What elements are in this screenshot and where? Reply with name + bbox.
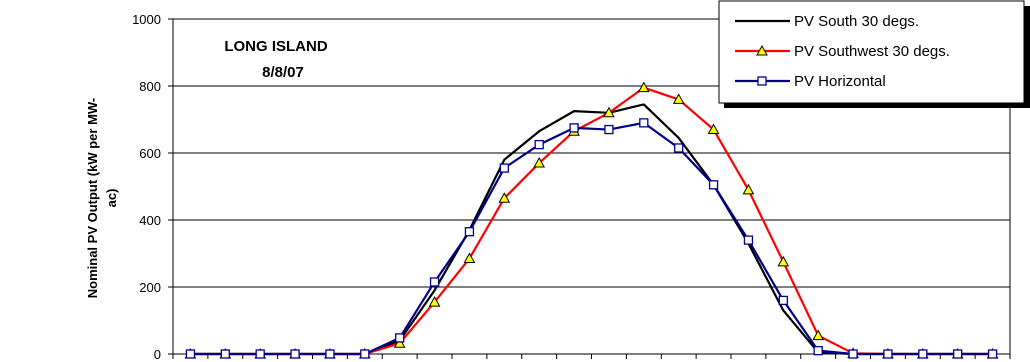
data-point-triangle-6 xyxy=(393,337,406,348)
data-point-square-17 xyxy=(778,295,788,306)
data-point-square-4 xyxy=(325,349,335,359)
data-point-square-10 xyxy=(534,139,544,150)
data-point-square-19 xyxy=(848,349,858,359)
legend-label-1: PV Southwest 30 degs. xyxy=(794,43,950,60)
data-point-square-13 xyxy=(639,118,649,128)
data-point-square-8 xyxy=(464,227,475,237)
y-axis-label-line-1: Nominal PV Output (kW per MW- xyxy=(85,98,100,299)
data-point-square-11 xyxy=(569,123,579,133)
data-point-square-21 xyxy=(918,349,928,359)
legend-item-0: PV South 30 degs. xyxy=(735,13,919,30)
y-tick-label-1000: 1000 xyxy=(132,12,161,27)
data-point-square-20 xyxy=(883,349,893,359)
data-point-triangle-18 xyxy=(812,329,825,341)
y-tick-label-600: 600 xyxy=(139,146,161,161)
data-point-triangle-13 xyxy=(637,81,650,93)
series-layer xyxy=(184,81,999,359)
annotation-location: LONG ISLAND xyxy=(224,38,327,55)
data-point-square-2 xyxy=(255,349,265,359)
data-point-triangle-12 xyxy=(603,106,615,118)
data-point-square-18 xyxy=(813,345,823,356)
y-tick-label-800: 800 xyxy=(139,79,161,94)
data-point-square-legend-2 xyxy=(757,76,767,86)
data-point-triangle-9 xyxy=(498,192,511,203)
data-point-triangle-7 xyxy=(428,296,441,307)
data-point-square-7 xyxy=(429,277,440,287)
data-point-triangle-16 xyxy=(742,183,755,195)
data-point-square-12 xyxy=(604,124,614,135)
data-point-triangle-15 xyxy=(707,123,720,135)
y-tick-label-0: 0 xyxy=(154,347,161,362)
annotation-date: 8/8/07 xyxy=(262,64,304,81)
data-point-triangle-17 xyxy=(777,255,790,267)
legend-label-0: PV South 30 degs. xyxy=(794,13,919,30)
legend: PV South 30 degs. PV Southwest 30 degs. PV… xyxy=(718,0,1030,108)
series-pv-horizontal xyxy=(185,118,998,359)
y-tick-labels: 0 200 400 600 800 1000 xyxy=(132,12,161,362)
y-axis-label-line-2: ac) xyxy=(104,189,119,208)
legend-item-2: PV Horizontal xyxy=(735,73,886,90)
data-point-square-3 xyxy=(290,349,300,359)
data-point-triangle-legend-1 xyxy=(756,44,768,56)
data-point-square-14 xyxy=(674,143,684,153)
data-point-square-1 xyxy=(220,349,230,359)
legend-label-2: PV Horizontal xyxy=(794,73,886,90)
series-line-0 xyxy=(190,103,993,356)
data-point-triangle-10 xyxy=(533,157,546,168)
data-point-square-15 xyxy=(708,180,719,190)
data-point-square-22 xyxy=(953,349,963,359)
data-point-triangle-14 xyxy=(672,93,685,104)
y-tick-label-200: 200 xyxy=(139,280,161,295)
legend-item-1: PV Southwest 30 degs. xyxy=(735,43,950,60)
data-point-square-0 xyxy=(185,349,196,359)
series-pv-south-30-degs xyxy=(190,103,993,356)
data-point-square-5 xyxy=(360,349,370,359)
data-point-square-9 xyxy=(499,163,509,173)
data-point-square-23 xyxy=(987,349,998,359)
y-tick-label-400: 400 xyxy=(139,213,161,228)
data-point-square-6 xyxy=(395,333,405,343)
series-line-2 xyxy=(190,121,993,356)
data-point-square-16 xyxy=(743,235,754,245)
data-point-triangle-8 xyxy=(463,252,476,264)
